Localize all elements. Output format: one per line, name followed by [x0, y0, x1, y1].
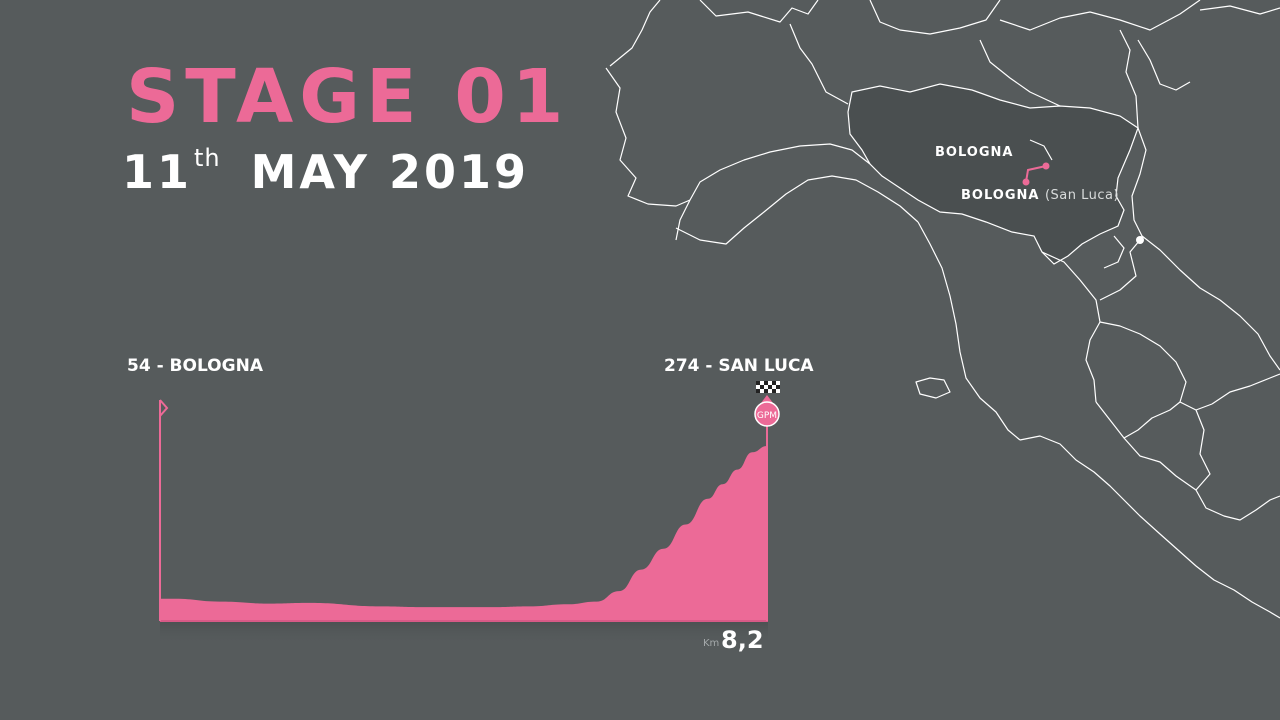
profile-shadow: [160, 621, 768, 645]
route-finish-dot: [1022, 178, 1030, 186]
stage-title: STAGE 01: [126, 54, 570, 140]
route-start-dot: [1042, 162, 1050, 170]
profile-start-label: 54 - BOLOGNA: [127, 356, 263, 376]
date-day: 11: [122, 145, 193, 199]
map-finish-sub: (San Luca): [1044, 188, 1120, 203]
region-borders: [605, 0, 1280, 619]
gpm-badge: GPM: [754, 395, 780, 427]
route-line: [1022, 162, 1050, 186]
distance-unit: Km: [703, 638, 720, 649]
stage-date: 11th MAY 2019: [122, 146, 529, 195]
gpm-badge-text: GPM: [757, 411, 777, 421]
map-start-city: BOLOGNA: [935, 145, 1014, 160]
map-start-label: BOLOGNA: [935, 145, 1013, 160]
date-month-year: MAY 2019: [250, 145, 529, 199]
start-flag-icon: [159, 399, 169, 417]
profile-area: [160, 446, 767, 621]
map-finish-city: BOLOGNA: [961, 188, 1040, 203]
distance-value: 8,2: [721, 626, 764, 654]
map-finish-label: BOLOGNA (San Luca): [961, 188, 1119, 203]
profile-finish-label: 274 - SAN LUCA: [664, 356, 814, 376]
next-stage-dot: [1136, 236, 1144, 244]
checkered-flag-icon: [756, 381, 780, 393]
emilia-romagna-region: [847, 83, 1139, 265]
date-ordinal: th: [194, 144, 221, 172]
